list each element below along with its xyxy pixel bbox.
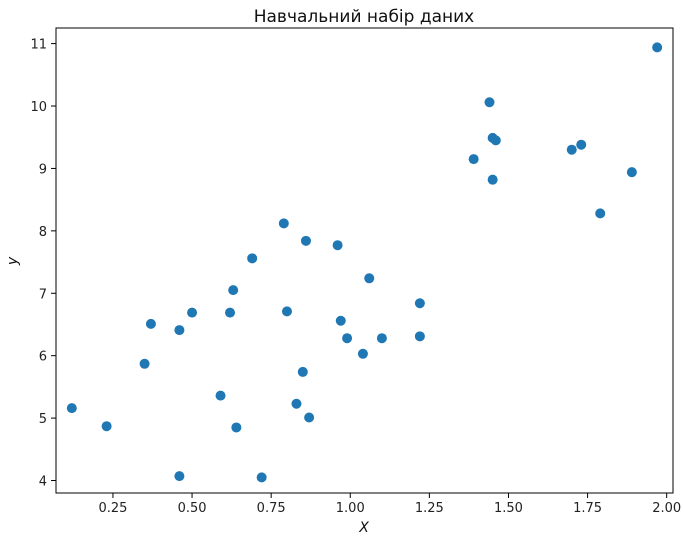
data-point bbox=[566, 144, 577, 155]
y-tick-label: 11 bbox=[30, 38, 47, 53]
plot-frame bbox=[55, 27, 674, 494]
y-tick-label: 4 bbox=[39, 475, 47, 490]
data-point bbox=[484, 97, 495, 108]
x-tick-label: 1.25 bbox=[415, 501, 444, 516]
data-point bbox=[414, 331, 425, 342]
data-point bbox=[174, 325, 185, 336]
y-tick-label: 10 bbox=[30, 100, 47, 115]
y-tick-label: 5 bbox=[39, 412, 47, 427]
x-tick-label: 0.50 bbox=[178, 501, 207, 516]
data-point bbox=[281, 306, 292, 317]
data-point bbox=[364, 273, 375, 284]
data-point bbox=[376, 333, 387, 344]
y-tick-label: 9 bbox=[39, 162, 47, 177]
data-point bbox=[652, 42, 663, 53]
data-point bbox=[256, 472, 267, 483]
data-point bbox=[278, 218, 289, 229]
data-point bbox=[490, 135, 501, 146]
data-point bbox=[300, 235, 311, 246]
data-point bbox=[225, 307, 236, 318]
data-points bbox=[66, 42, 663, 483]
data-point bbox=[187, 307, 198, 318]
x-tick-label: 1.50 bbox=[494, 501, 523, 516]
data-point bbox=[468, 154, 479, 165]
data-point bbox=[66, 403, 77, 414]
data-point bbox=[414, 298, 425, 309]
data-point bbox=[228, 285, 239, 296]
x-tick-label: 0.25 bbox=[98, 501, 127, 516]
data-point bbox=[297, 366, 308, 377]
data-point bbox=[145, 318, 156, 329]
x-tick-label: 1.75 bbox=[573, 501, 602, 516]
x-axis: 0.25 0.50 0.75 1.00 1.25 1.50 1.75 2.00 bbox=[98, 493, 681, 516]
y-tick-label: 8 bbox=[39, 225, 47, 240]
y-tick-label: 6 bbox=[39, 350, 47, 365]
data-point bbox=[357, 348, 368, 359]
data-point bbox=[335, 315, 346, 326]
data-point bbox=[304, 412, 315, 423]
x-tick-label: 2.00 bbox=[652, 501, 681, 516]
data-point bbox=[174, 471, 185, 482]
data-point bbox=[101, 421, 112, 432]
x-tick-label: 0.75 bbox=[257, 501, 286, 516]
data-point bbox=[342, 333, 353, 344]
data-point bbox=[487, 174, 498, 185]
data-point bbox=[215, 390, 226, 401]
data-point bbox=[626, 167, 637, 178]
y-tick-label: 7 bbox=[39, 287, 47, 302]
y-axis-label: y bbox=[5, 256, 21, 266]
data-point bbox=[576, 139, 587, 150]
x-tick-label: 1.00 bbox=[336, 501, 365, 516]
data-point bbox=[231, 422, 242, 433]
chart-title: Навчальний набір даних bbox=[254, 7, 475, 27]
data-point bbox=[332, 240, 343, 251]
data-point bbox=[139, 358, 150, 369]
data-point bbox=[595, 208, 606, 219]
data-point bbox=[247, 253, 258, 264]
x-axis-label: X bbox=[358, 520, 369, 536]
data-point bbox=[291, 398, 302, 409]
y-axis: 4 5 6 7 8 9 10 11 bbox=[30, 38, 56, 490]
